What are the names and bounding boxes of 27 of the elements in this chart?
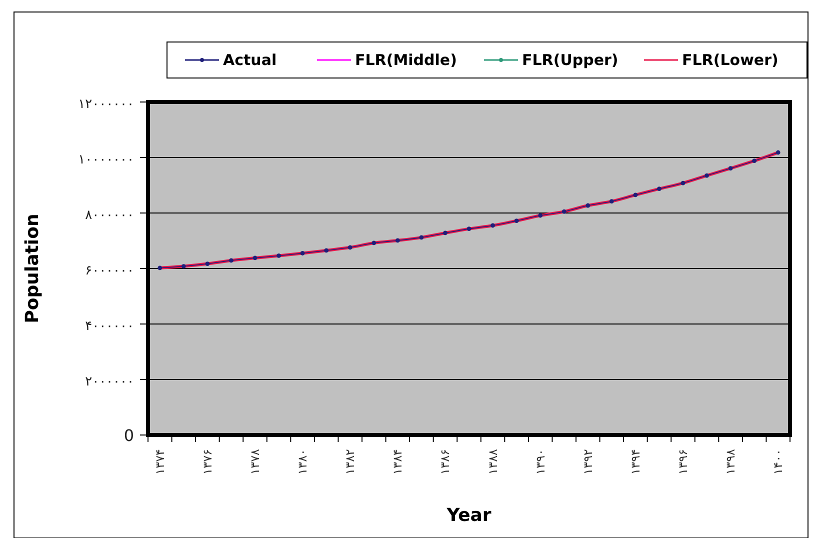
y-tick-label: ۸۰۰۰۰۰۰	[85, 208, 134, 223]
y-tick-label: ۲۰۰۰۰۰۰	[85, 374, 134, 390]
y-tick-label: ۴۰۰۰۰۰۰	[85, 319, 134, 334]
y-tick-label: ۱۲۰۰۰۰۰۰	[78, 97, 134, 112]
x-tick-label: ۱۳۸۰	[296, 449, 310, 475]
x-tick-label: ۱۳۹۰	[533, 449, 548, 475]
x-axis-title: Year	[446, 505, 492, 526]
y-tick-label: 0	[124, 426, 134, 445]
x-tick-label: ۱۳۷۴	[152, 449, 167, 475]
legend-label: FLR(Lower)	[682, 51, 778, 69]
y-tick-label: ۶۰۰۰۰۰۰	[85, 264, 134, 278]
x-tick-label: ۱۳۸۸	[486, 448, 500, 475]
legend-label: FLR(Upper)	[522, 51, 618, 69]
x-tick-label: ۱۳۸۶	[438, 449, 452, 475]
x-tick-label: ۱۳۹۴	[628, 449, 642, 475]
x-tick-label: ۱۳۹۲	[580, 449, 595, 475]
x-tick-label: ۱۳۹۸	[724, 448, 738, 475]
x-tick-label: ۱۳۸۲	[343, 449, 358, 475]
y-axis-title: Population	[22, 214, 43, 324]
y-tick-label: ۱۰۰۰۰۰۰۰	[78, 152, 134, 168]
x-tick-label: ۱۳۹۶	[676, 449, 690, 475]
x-tick-label: ۱۳۷۶	[200, 449, 214, 475]
legend-label: FLR(Middle)	[355, 51, 457, 69]
legend-label: Actual	[223, 51, 277, 69]
x-tick-label: ۱۴۰۰	[771, 449, 786, 475]
x-tick-label: ۱۳۸۴	[390, 449, 405, 475]
x-tick-label: ۱۳۷۸	[248, 448, 262, 475]
